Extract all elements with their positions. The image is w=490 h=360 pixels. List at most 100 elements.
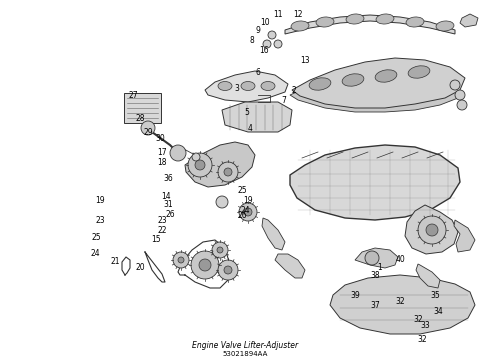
Text: 25: 25	[91, 234, 101, 243]
Circle shape	[450, 80, 460, 90]
Polygon shape	[275, 254, 305, 278]
Text: 37: 37	[370, 301, 380, 310]
Circle shape	[218, 162, 238, 182]
Text: 30: 30	[155, 134, 165, 143]
Ellipse shape	[375, 70, 397, 82]
Polygon shape	[205, 71, 288, 102]
Text: 25: 25	[237, 185, 247, 194]
Text: 28: 28	[135, 113, 145, 122]
Text: 53021894AA: 53021894AA	[222, 351, 268, 357]
Polygon shape	[416, 264, 440, 288]
Circle shape	[239, 203, 257, 221]
Text: 26: 26	[165, 210, 175, 219]
Polygon shape	[355, 248, 398, 268]
Text: 18: 18	[157, 158, 167, 166]
Circle shape	[268, 31, 276, 39]
Text: 32: 32	[417, 336, 427, 345]
Text: 23: 23	[95, 216, 105, 225]
FancyBboxPatch shape	[124, 93, 161, 123]
Circle shape	[191, 251, 219, 279]
Circle shape	[455, 90, 465, 100]
Polygon shape	[290, 74, 458, 112]
Circle shape	[188, 153, 212, 177]
Ellipse shape	[218, 81, 232, 90]
Text: 15: 15	[151, 235, 161, 244]
Text: 36: 36	[163, 174, 173, 183]
Polygon shape	[285, 15, 455, 34]
Text: 8: 8	[249, 36, 254, 45]
Circle shape	[426, 224, 438, 236]
Text: Engine Valve Lifter-Adjuster: Engine Valve Lifter-Adjuster	[192, 341, 298, 350]
Text: 22: 22	[157, 225, 167, 234]
Text: 3: 3	[235, 84, 240, 93]
Text: 6: 6	[256, 68, 261, 77]
Circle shape	[218, 260, 238, 280]
Text: 24: 24	[240, 206, 250, 215]
Circle shape	[217, 247, 223, 253]
Ellipse shape	[346, 14, 364, 24]
Text: 1: 1	[378, 264, 382, 273]
Text: 23: 23	[157, 216, 167, 225]
Circle shape	[224, 266, 232, 274]
Text: 7: 7	[282, 95, 287, 104]
Text: 10: 10	[260, 18, 270, 27]
Circle shape	[224, 168, 232, 176]
Text: 19: 19	[243, 195, 253, 204]
Ellipse shape	[316, 17, 334, 27]
Text: 19: 19	[95, 195, 105, 204]
Circle shape	[170, 145, 186, 161]
Ellipse shape	[261, 81, 275, 90]
Circle shape	[216, 196, 228, 208]
Text: 34: 34	[433, 307, 443, 316]
Polygon shape	[292, 58, 465, 108]
Ellipse shape	[241, 81, 255, 90]
Text: 20: 20	[135, 264, 145, 273]
Text: 5: 5	[245, 108, 249, 117]
Text: 29: 29	[143, 127, 153, 136]
Circle shape	[418, 216, 446, 244]
Text: 13: 13	[300, 55, 310, 64]
Polygon shape	[185, 142, 255, 187]
Polygon shape	[290, 145, 460, 220]
Text: 14: 14	[161, 192, 171, 201]
Circle shape	[365, 251, 379, 265]
Text: 26: 26	[237, 211, 247, 220]
Text: 31: 31	[163, 199, 173, 208]
Text: 11: 11	[273, 9, 283, 18]
Circle shape	[457, 100, 467, 110]
Circle shape	[141, 121, 155, 135]
Text: 33: 33	[420, 320, 430, 329]
Polygon shape	[460, 14, 478, 27]
Polygon shape	[262, 218, 285, 250]
Text: 24: 24	[90, 248, 100, 257]
Text: 39: 39	[350, 292, 360, 301]
Ellipse shape	[436, 21, 454, 31]
Text: 12: 12	[293, 9, 303, 18]
Text: 32: 32	[395, 297, 405, 306]
Text: 27: 27	[128, 90, 138, 99]
Circle shape	[195, 160, 205, 170]
Circle shape	[192, 153, 200, 161]
Text: 40: 40	[395, 256, 405, 265]
Text: 16: 16	[259, 45, 269, 54]
Circle shape	[274, 40, 282, 48]
Circle shape	[173, 252, 189, 268]
Polygon shape	[405, 205, 458, 254]
Ellipse shape	[406, 17, 424, 27]
Circle shape	[263, 40, 271, 48]
Polygon shape	[454, 220, 475, 252]
Circle shape	[178, 257, 184, 263]
Circle shape	[244, 208, 252, 216]
Ellipse shape	[342, 74, 364, 86]
Ellipse shape	[309, 78, 331, 90]
Circle shape	[212, 242, 228, 258]
Polygon shape	[330, 275, 475, 334]
Circle shape	[245, 209, 251, 215]
Text: 35: 35	[430, 291, 440, 300]
Text: 38: 38	[370, 270, 380, 279]
Polygon shape	[222, 102, 292, 132]
Ellipse shape	[408, 66, 430, 78]
Text: 9: 9	[256, 26, 261, 35]
Text: 2: 2	[292, 86, 296, 95]
Circle shape	[199, 259, 211, 271]
